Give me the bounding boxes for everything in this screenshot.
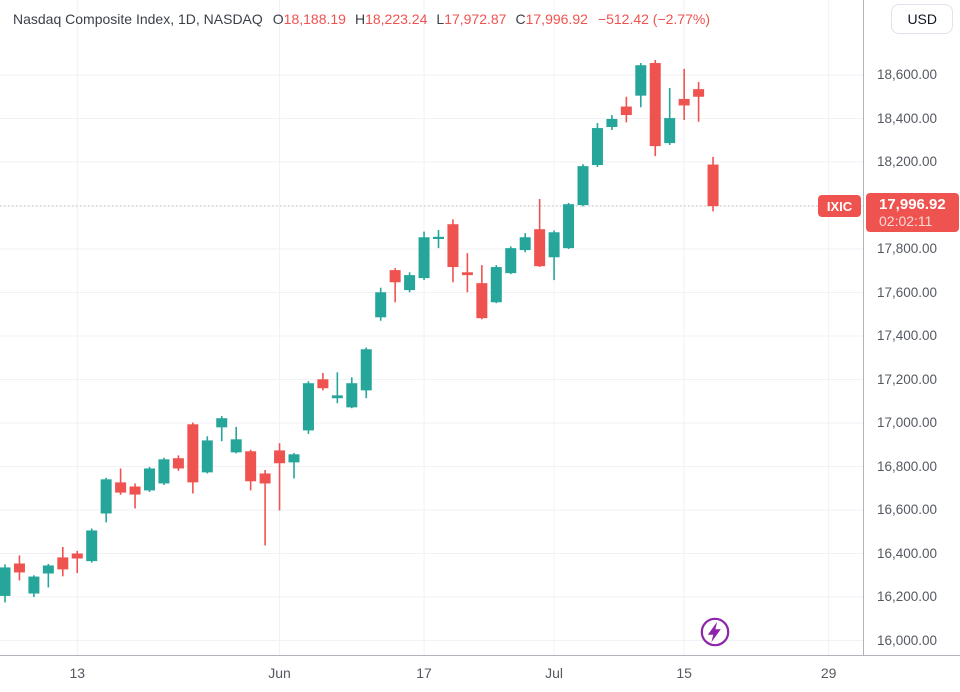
candle <box>461 253 473 293</box>
candle <box>404 272 416 293</box>
candle <box>144 466 155 492</box>
candle <box>548 230 560 281</box>
candle <box>230 426 242 454</box>
candle <box>563 202 575 249</box>
candle <box>86 528 98 563</box>
candle <box>389 268 401 303</box>
bar-countdown-timer: 02:02:11 <box>879 213 933 230</box>
candle <box>490 265 502 304</box>
candle <box>577 164 589 207</box>
candle <box>115 468 127 495</box>
time-axis-label: Jun <box>268 665 291 681</box>
candle <box>360 347 372 399</box>
candle <box>172 455 184 471</box>
candle <box>28 575 40 597</box>
lightning-bolt-icon[interactable] <box>700 617 730 647</box>
candle <box>317 372 329 391</box>
candle <box>649 59 661 157</box>
candle <box>678 68 690 121</box>
current-price-value: 17,996.92 <box>879 196 946 214</box>
candle <box>505 246 517 275</box>
price-axis-label: 18,400.00 <box>877 110 938 126</box>
change-value: −512.42 (−2.77%) <box>597 11 710 27</box>
ohlc-open: O18,188.19 <box>272 11 346 27</box>
candle <box>707 156 719 212</box>
ohlc-close: C17,996.92 <box>515 11 588 27</box>
candle <box>606 115 618 131</box>
candle <box>418 231 430 281</box>
candle <box>13 555 25 581</box>
candle <box>274 443 286 511</box>
price-axis-label: 16,400.00 <box>877 545 938 561</box>
candle <box>42 563 54 588</box>
candle <box>216 416 228 442</box>
candle <box>129 483 141 509</box>
time-axis-label: 29 <box>820 665 837 681</box>
candle <box>0 564 11 603</box>
time-axis-label: 17 <box>416 665 432 681</box>
price-axis-label: 16,000.00 <box>877 632 938 648</box>
price-axis-label: 16,600.00 <box>877 502 938 517</box>
price-axis-label: 17,400.00 <box>877 328 938 343</box>
candle <box>476 265 488 320</box>
price-axis-label: 17,600.00 <box>877 284 938 300</box>
candle <box>57 546 69 577</box>
price-axis-label: 18,600.00 <box>877 67 938 82</box>
candle <box>331 372 343 404</box>
time-axis[interactable]: 13 Jun 17 Jul 15 29 <box>0 655 960 692</box>
candle <box>346 377 358 409</box>
candle <box>534 198 546 268</box>
candle <box>635 63 647 108</box>
candle <box>519 233 531 253</box>
candle <box>433 230 444 249</box>
currency-usd-button[interactable]: USD <box>891 4 953 34</box>
price-axis-label: 17,200.00 <box>877 371 938 387</box>
time-axis-label: 15 <box>676 665 692 681</box>
symbol-legend[interactable]: Nasdaq Composite Index, 1D, NASDAQ O18,1… <box>13 9 710 29</box>
candle <box>245 449 257 491</box>
candle <box>71 550 83 574</box>
price-axis-label: 16,200.00 <box>877 589 938 604</box>
candle <box>693 81 705 122</box>
price-axis[interactable]: 17,996.92 02:02:11 18,600.00 18,400.00 18,… <box>863 0 960 692</box>
candle <box>288 453 300 479</box>
candle <box>302 381 314 434</box>
candle <box>591 123 603 168</box>
candle <box>201 436 213 474</box>
candle <box>187 422 199 494</box>
candle <box>100 477 112 523</box>
candle <box>158 457 170 485</box>
candle <box>447 219 459 283</box>
symbol-title: Nasdaq Composite Index, 1D, NASDAQ <box>13 11 263 27</box>
ohlc-high: H18,223.24 <box>354 11 428 27</box>
price-axis-label: 17,000.00 <box>877 415 938 430</box>
time-axis-label: 13 <box>69 665 86 681</box>
candle <box>259 469 271 546</box>
ohlc-low: L17,972.87 <box>436 11 507 27</box>
candle <box>664 88 676 146</box>
price-axis-label: 18,200.00 <box>877 154 938 169</box>
price-axis-label: 17,800.00 <box>877 241 938 256</box>
candle <box>620 96 632 123</box>
symbol-price-flag: IXIC <box>818 195 861 218</box>
time-axis-label: Jul <box>545 665 564 681</box>
price-axis-label: 16,800.00 <box>877 458 938 474</box>
candle <box>375 287 387 321</box>
current-price-badge: 17,996.92 02:02:11 <box>866 193 959 233</box>
